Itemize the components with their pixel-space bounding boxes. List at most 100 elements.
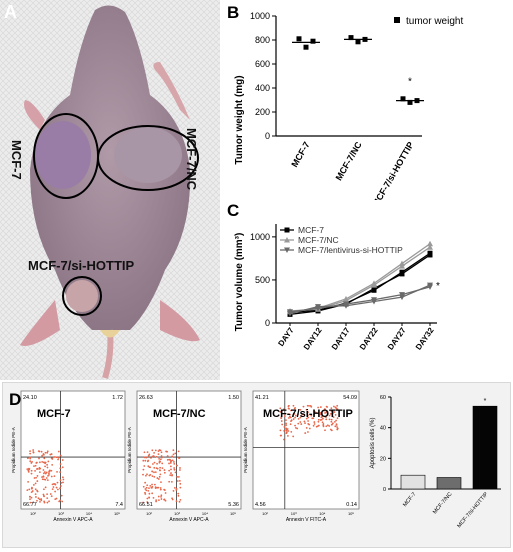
event-dot (36, 467, 39, 470)
event-dot (279, 429, 282, 432)
series-line (289, 286, 431, 313)
event-dot (317, 420, 320, 423)
flow-x-tick: 10⁵ (348, 511, 354, 516)
quadrant-value-br: 0.14 (346, 502, 357, 508)
event-dot (32, 449, 35, 451)
panel-c-tumor-volume: C Tumor volume (mm³) 0 500 1000 DAY7 DAY12 DA… (222, 200, 513, 380)
event-dot (307, 431, 309, 433)
flow-y-label: Propidium Iodide PE-A (243, 427, 248, 473)
event-dot (46, 479, 49, 482)
event-dot (50, 475, 53, 478)
event-dot (160, 494, 163, 497)
event-dot (147, 465, 150, 468)
event-dot (50, 495, 53, 498)
event-dot (51, 464, 54, 466)
event-dot (296, 427, 299, 430)
event-dot (336, 428, 339, 431)
y-tick-label: 0 (265, 131, 270, 141)
x-tick-label: MCF-7 (289, 140, 311, 169)
flow-x-tick: 10² (262, 511, 268, 516)
event-dot (157, 450, 160, 453)
event-dot (302, 405, 305, 408)
event-dot (146, 497, 149, 500)
bar-y-tick-label: 60 (380, 395, 386, 401)
event-dot (156, 486, 159, 489)
event-dot (28, 488, 31, 491)
legend-label: MCF-7/NC (298, 235, 339, 245)
label-bottom-tumor: MCF-7/si-HOTTIP (28, 258, 134, 273)
event-dot (330, 420, 333, 423)
event-dot (145, 456, 148, 459)
flow-plot-title: MCF-7 (37, 408, 71, 420)
event-dot (164, 492, 167, 494)
tumor-outline-bottom (62, 276, 102, 316)
event-dot (146, 484, 149, 487)
event-dot (179, 498, 182, 501)
event-dot (300, 423, 303, 425)
event-dot (44, 451, 47, 454)
flow-x-tick: 10⁴ (86, 511, 92, 516)
flow-x-tick: 10⁵ (230, 511, 236, 516)
data-point (343, 303, 349, 309)
event-dot (166, 458, 169, 461)
y-tick-label: 0 (265, 318, 270, 328)
panel-letter-d: D (9, 390, 21, 409)
event-dot (317, 406, 320, 409)
event-dot (305, 417, 308, 420)
event-dot (31, 460, 33, 463)
event-dot (59, 479, 62, 482)
quadrant-value-br: 5.36 (228, 502, 239, 508)
event-dot (54, 490, 57, 493)
event-dot (148, 453, 151, 456)
event-dot (29, 450, 31, 453)
event-dot (313, 421, 316, 423)
quadrant-value-tl: 41.21 (255, 395, 269, 401)
event-dot (328, 414, 331, 417)
event-dot (172, 449, 175, 452)
event-dot (34, 464, 37, 467)
event-dot (304, 422, 306, 424)
event-dot (53, 456, 56, 458)
event-dot (144, 459, 147, 462)
event-dot (34, 493, 37, 496)
data-point (284, 237, 290, 243)
event-dot (279, 410, 282, 413)
series-line (289, 254, 431, 316)
event-dot (151, 475, 154, 478)
event-dot (142, 468, 145, 471)
legend-label: tumor weight (406, 16, 463, 27)
label-left-tumor: MCF-7 (9, 140, 24, 180)
bar (436, 477, 462, 490)
event-dot (319, 411, 322, 414)
event-dot (163, 488, 166, 491)
event-dot (294, 424, 296, 427)
event-dot (36, 489, 39, 492)
event-dot (309, 404, 312, 407)
event-dot (178, 457, 181, 460)
event-dot (299, 416, 302, 419)
event-dot (173, 467, 176, 469)
flow-plot-title: MCF-7/NC (153, 408, 206, 420)
event-dot (307, 422, 310, 425)
event-dot (312, 424, 315, 427)
quadrant-value-tr: 1.72 (112, 395, 123, 401)
event-dot (160, 481, 162, 484)
event-dot (333, 405, 335, 408)
flow-plot-frame (20, 390, 126, 510)
quadrant-value-bl: 66.51 (139, 502, 153, 508)
event-dot (288, 417, 290, 419)
event-dot (335, 423, 338, 426)
event-dot (57, 456, 60, 459)
event-dot (321, 421, 324, 424)
event-dot (144, 493, 147, 495)
event-dot (294, 407, 297, 409)
mouse-illustration (20, 5, 200, 379)
flow-x-tick: 10² (30, 511, 36, 516)
y-axis-label: Tumor weight (mg) (234, 75, 245, 164)
event-dot (153, 461, 156, 464)
significance-marker: * (484, 398, 487, 405)
event-dot (283, 429, 286, 432)
event-dot (56, 481, 59, 484)
event-dot (154, 483, 156, 486)
event-dot (311, 417, 314, 420)
